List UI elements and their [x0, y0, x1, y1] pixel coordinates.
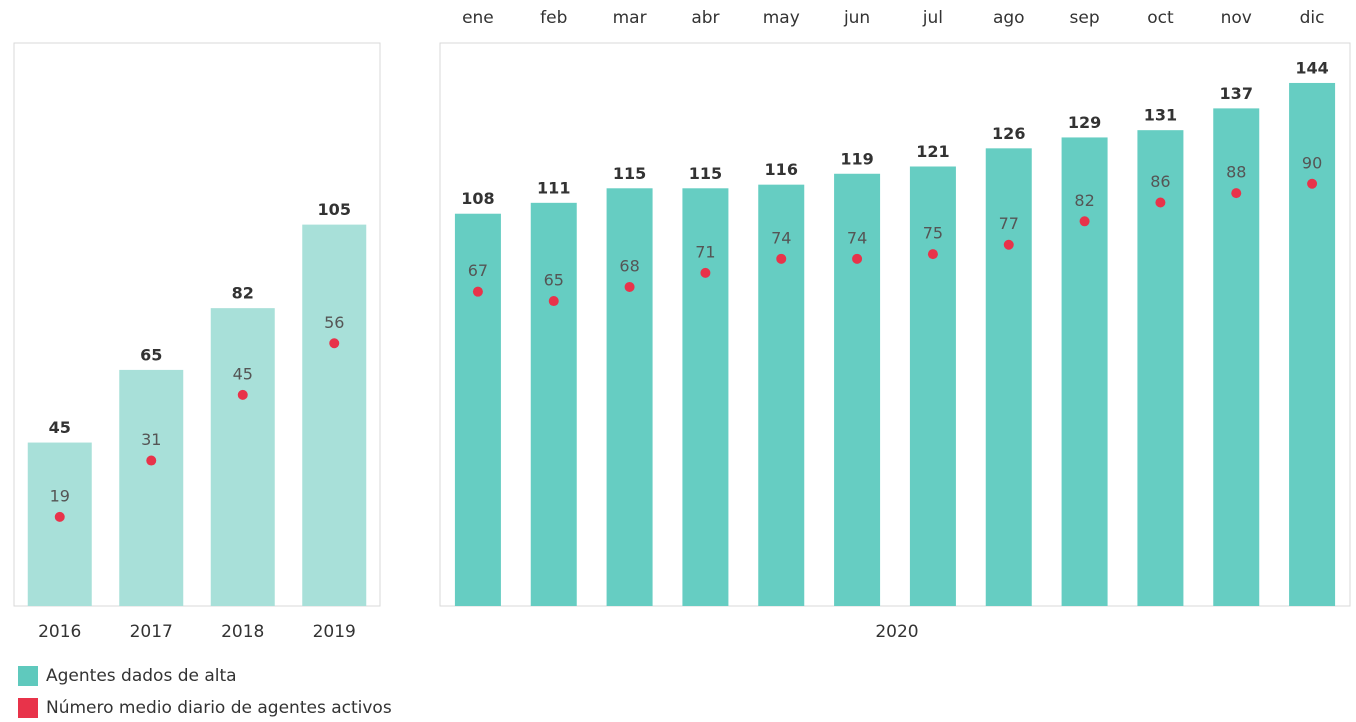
bar-label: 82: [232, 284, 254, 303]
x-tick-label: 2017: [130, 622, 173, 642]
dot: [700, 267, 711, 278]
bar-label: 116: [765, 160, 798, 179]
dot-label: 45: [233, 364, 253, 383]
dot: [1003, 239, 1014, 250]
bar: [119, 369, 184, 606]
bar-label: 119: [840, 149, 873, 168]
dot-label: 68: [619, 256, 639, 275]
bar: [1289, 82, 1336, 607]
x-tick-label: 2016: [38, 622, 81, 642]
dot-label: 74: [847, 228, 867, 247]
x-tick-label: may: [763, 8, 800, 28]
dot: [1307, 178, 1318, 189]
legend-label: Agentes dados de alta: [46, 666, 237, 686]
dot: [776, 253, 787, 264]
dot: [1155, 197, 1166, 208]
dot-label: 77: [999, 214, 1019, 233]
dot-label: 31: [141, 430, 161, 449]
dot: [146, 455, 157, 466]
bar-label: 115: [613, 164, 646, 183]
dot-label: 75: [923, 224, 943, 243]
bar-label: 126: [992, 124, 1025, 143]
bar: [530, 202, 577, 607]
dot: [624, 281, 635, 292]
dot-label: 71: [695, 242, 715, 261]
bar: [1213, 108, 1260, 606]
bar-label: 144: [1295, 58, 1328, 77]
legend-swatch: [18, 666, 38, 686]
bar: [454, 213, 501, 606]
x-axis-label: 2020: [875, 622, 918, 642]
x-tick-label: ago: [993, 8, 1025, 28]
bar: [606, 188, 653, 606]
bar: [210, 308, 275, 606]
dot: [54, 511, 65, 522]
x-tick-label: dic: [1300, 8, 1325, 28]
bar-label: 45: [49, 418, 71, 437]
dot: [329, 338, 340, 349]
x-tick-label: 2018: [221, 622, 264, 642]
x-tick-label: abr: [691, 8, 719, 28]
bar-label: 111: [537, 178, 570, 197]
dot: [852, 253, 863, 264]
x-tick-label: jul: [922, 8, 943, 28]
bar: [985, 148, 1032, 606]
bar-label: 129: [1068, 113, 1101, 132]
panel-frame: [439, 42, 1351, 607]
dot-label: 19: [50, 486, 70, 505]
bar-label: 131: [1144, 106, 1177, 125]
bar: [302, 224, 367, 606]
bar: [834, 173, 881, 606]
panel-frame: [13, 42, 381, 607]
dot-label: 86: [1150, 172, 1170, 191]
dot-label: 74: [771, 228, 791, 247]
x-tick-label: mar: [613, 8, 647, 28]
bar: [758, 184, 805, 606]
x-tick-label: jun: [843, 8, 870, 28]
x-tick-label: oct: [1147, 8, 1174, 28]
dot: [927, 249, 938, 260]
x-tick-label: ene: [462, 8, 494, 28]
x-tick-label: feb: [540, 8, 567, 28]
bar: [27, 442, 92, 606]
dot: [548, 296, 559, 307]
dot: [237, 389, 248, 400]
bar-label: 65: [140, 345, 162, 364]
dot: [1079, 216, 1090, 227]
dot-label: 82: [1074, 191, 1094, 210]
x-tick-label: 2019: [313, 622, 356, 642]
bar: [682, 188, 729, 606]
dot: [1231, 188, 1242, 199]
dot-label: 65: [544, 271, 564, 290]
bar: [909, 166, 956, 607]
bar: [1061, 137, 1108, 606]
legend-swatch: [18, 698, 38, 718]
bar-label: 121: [916, 142, 949, 161]
dot-label: 88: [1226, 163, 1246, 182]
bar-label: 108: [461, 189, 494, 208]
x-tick-label: sep: [1070, 8, 1100, 28]
dot: [472, 286, 483, 297]
bar-label: 105: [318, 200, 351, 219]
x-tick-label: nov: [1221, 8, 1252, 28]
legend-label: Número medio diario de agentes activos: [46, 698, 392, 718]
dot-label: 67: [468, 261, 488, 280]
bar-label: 115: [689, 164, 722, 183]
dot-label: 90: [1302, 153, 1322, 172]
dot-label: 56: [324, 313, 344, 332]
bar: [1137, 130, 1184, 606]
bar-label: 137: [1220, 84, 1253, 103]
